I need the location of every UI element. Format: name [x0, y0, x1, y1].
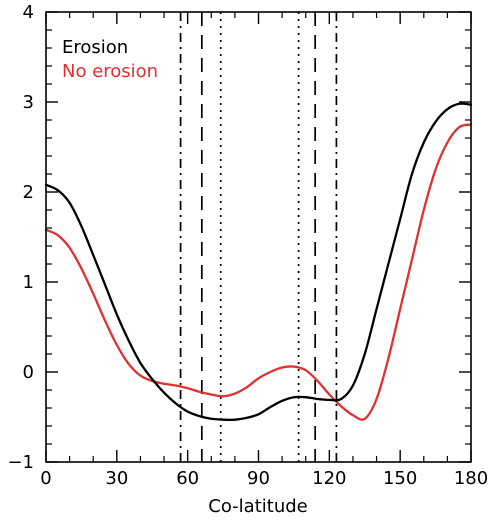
y-tick-label: 4 — [23, 2, 34, 23]
legend-label-no-erosion: No erosion — [62, 61, 158, 82]
x-tick-label: 60 — [176, 468, 199, 489]
legend-label-erosion: Erosion — [62, 37, 128, 58]
lines-layer — [179, 12, 338, 462]
x-tick-label: 30 — [105, 468, 128, 489]
series-line-no-erosion — [44, 123, 473, 421]
legend: Erosion No erosion — [62, 37, 158, 82]
y-tick-label: 2 — [23, 182, 34, 203]
y-tick-label: −1 — [7, 452, 34, 473]
ticks-layer: 0 30 60 90 120 150 180 −1 0 1 2 3 4 — [7, 2, 488, 489]
x-tick-label: 0 — [40, 468, 51, 489]
x-tick-label: 90 — [247, 468, 270, 489]
y-tick-label: 0 — [23, 362, 34, 383]
x-tick-label: 150 — [383, 468, 417, 489]
x-axis-label: Co-latitude — [208, 496, 307, 517]
series-line-erosion — [44, 102, 473, 422]
series-layer — [44, 102, 473, 422]
x-tick-label: 180 — [454, 468, 488, 489]
y-tick-label: 1 — [23, 272, 34, 293]
x-tick-label: 120 — [312, 468, 346, 489]
y-tick-label: 3 — [23, 92, 34, 113]
